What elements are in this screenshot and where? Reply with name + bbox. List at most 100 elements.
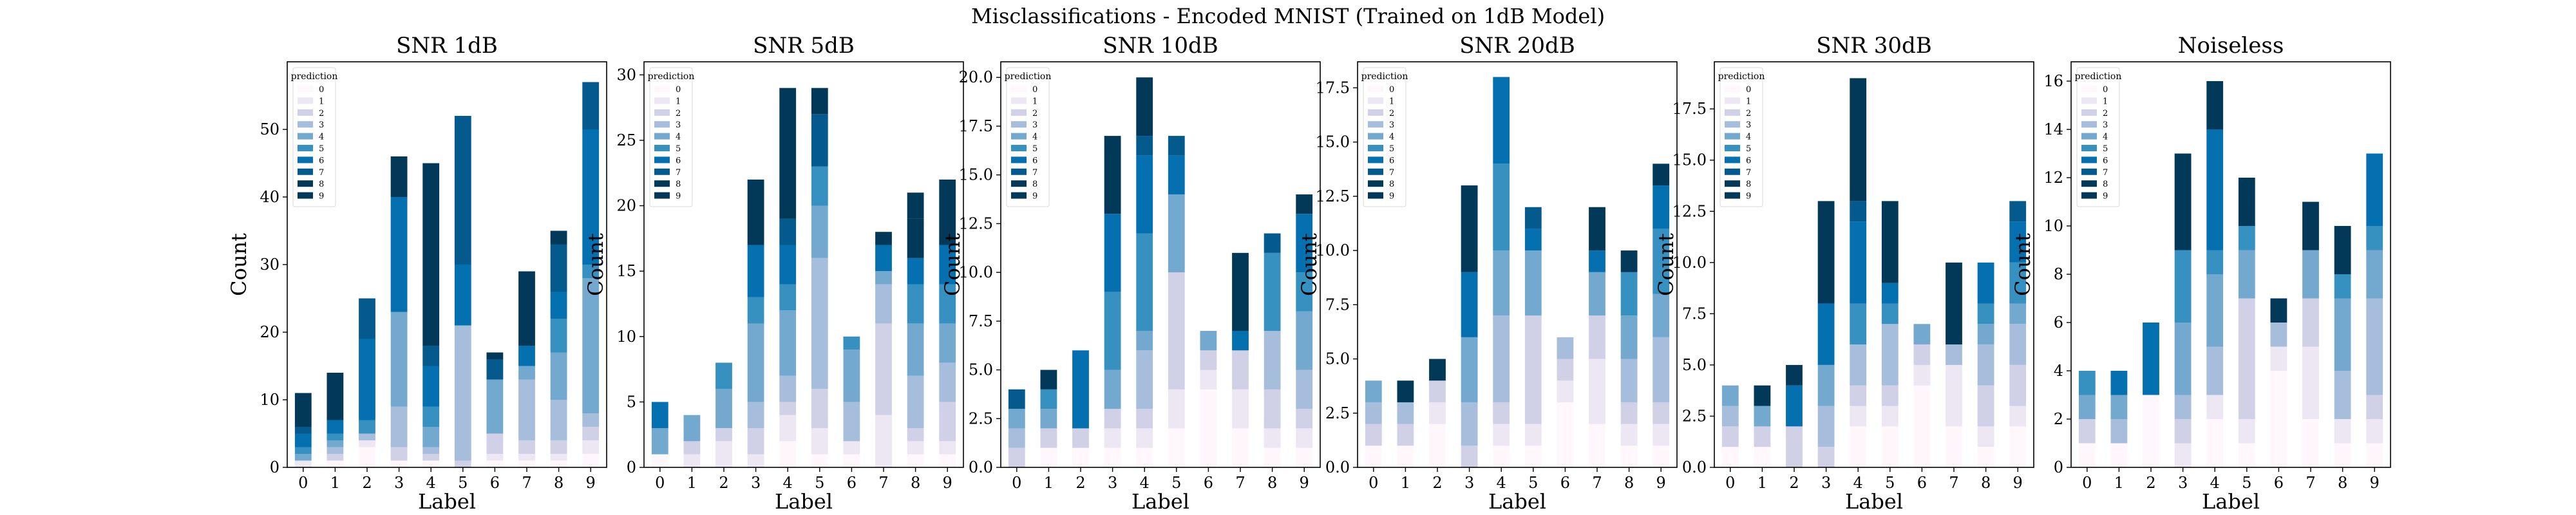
bar-segment	[1136, 409, 1153, 429]
bar-segment	[1786, 426, 1803, 467]
bar-segment	[1136, 350, 1153, 409]
legend-swatch	[2081, 156, 2097, 164]
bar-segment	[1429, 380, 1446, 402]
legend-swatch	[654, 145, 670, 151]
bar-segment	[582, 440, 600, 454]
legend-swatch	[2081, 192, 2097, 199]
legend-title: prediction	[1718, 71, 1765, 82]
bar-segment	[422, 460, 440, 467]
x-tick-label: 7	[2306, 474, 2315, 492]
legend-entry: 2	[1032, 109, 1037, 118]
y-tick-label: 12.5	[959, 214, 993, 232]
bar-segment	[2110, 395, 2128, 419]
legend-swatch	[654, 192, 670, 199]
legend-swatch	[2081, 97, 2097, 104]
bar-segment	[1653, 424, 1670, 446]
bar-segment	[422, 163, 440, 346]
legend-swatch	[2081, 180, 2097, 187]
legend-swatch	[2081, 109, 2097, 116]
bar-segment	[1913, 344, 1931, 365]
bar-segment	[939, 179, 956, 245]
bar-segment	[390, 197, 408, 312]
x-tick-label: 9	[2370, 474, 2380, 492]
bar-segment	[2206, 129, 2224, 250]
y-tick-label: 17.5	[1316, 79, 1350, 97]
bar-segment	[2078, 371, 2096, 395]
bar-segment	[1817, 406, 1835, 447]
x-tick-label: 5	[1171, 474, 1181, 492]
x-tick-label: 5	[2242, 474, 2251, 492]
bar-segment	[518, 379, 535, 440]
legend-entry: 0	[1746, 85, 1751, 95]
bar-segment	[1589, 424, 1605, 467]
bar-segment	[1493, 445, 1510, 467]
legend-title: prediction	[648, 71, 695, 82]
bar-segment	[327, 460, 344, 467]
bar-segment	[939, 323, 956, 363]
x-tick-label: 7	[1592, 474, 1602, 492]
bar-segment	[2238, 226, 2255, 250]
bar-segment	[811, 88, 828, 115]
bar-segment	[1397, 424, 1414, 446]
x-tick-label: 6	[847, 474, 857, 492]
bar-segment	[359, 447, 375, 467]
legend-swatch	[298, 168, 313, 175]
bar-segment	[811, 114, 828, 167]
legend-entry: 0	[1032, 85, 1037, 95]
legend-entry: 9	[2103, 192, 2108, 201]
bar-segment	[1104, 447, 1121, 467]
bar-segment	[843, 402, 860, 442]
bar-segment	[294, 433, 312, 447]
bar-segment	[1881, 324, 1899, 386]
legend-entry: 7	[2103, 168, 2108, 178]
chart-title: Noiseless	[2178, 33, 2284, 59]
y-tick-label: 10.0	[959, 263, 993, 281]
bar-segment	[939, 454, 956, 467]
legend-swatch	[1368, 192, 1383, 199]
legend-swatch	[1011, 97, 1027, 104]
bar-segment	[1589, 359, 1605, 424]
y-tick-label: 25	[616, 131, 636, 149]
chart-panel-3: 0 1 2 3 4 5 6 7 8 9 0.0 2.5 5.0 7.5 10.0 12.5 15.0 17.5 SN…	[1297, 33, 1678, 514]
x-tick-label: 8	[2338, 474, 2347, 492]
bar-segment	[327, 433, 344, 440]
legend-swatch	[1368, 86, 1383, 92]
bar-segment	[422, 447, 440, 454]
bar-segment	[1850, 426, 1867, 467]
bar-segment	[1524, 207, 1542, 229]
chart-title: SNR 1dB	[396, 33, 498, 59]
x-axis-label: Label	[1488, 489, 1546, 514]
bar-segment	[1264, 389, 1281, 429]
bar-segment	[1296, 409, 1313, 429]
x-tick-label: 2	[1789, 474, 1799, 492]
legend-entry: 0	[319, 85, 324, 95]
bar-segment	[1104, 428, 1121, 448]
bar-segment	[1786, 385, 1803, 427]
bar-segment	[422, 406, 440, 427]
bar-segment	[1946, 262, 1962, 345]
legend-entry: 8	[1032, 180, 1037, 189]
y-tick-label: 12	[2043, 169, 2063, 187]
bar-segment	[2206, 250, 2224, 274]
y-tick-label: 15.0	[1672, 151, 1707, 169]
bar-segment	[779, 245, 797, 285]
legend-entry: 1	[1746, 97, 1751, 106]
y-tick-label: 17.5	[1672, 100, 1707, 118]
bar-segment	[1296, 370, 1313, 409]
bar-segment	[1365, 402, 1382, 424]
bar-segment	[1493, 402, 1510, 424]
legend-swatch	[2081, 86, 2097, 92]
y-tick-label: 7.5	[969, 312, 993, 330]
bar-segment	[550, 352, 567, 400]
bar-segment	[1461, 445, 1478, 467]
bar-segment	[1524, 229, 1542, 251]
bar-segment	[715, 441, 732, 467]
bar-segment	[1136, 447, 1153, 467]
bar-segment	[811, 454, 828, 467]
bar-segment	[1913, 385, 1931, 467]
bar-segment	[1620, 272, 1638, 316]
legend-entry: 0	[1389, 85, 1394, 95]
x-axis-label: Label	[1845, 489, 1903, 514]
bar-segment	[2174, 250, 2192, 323]
bar-segment	[390, 447, 408, 461]
